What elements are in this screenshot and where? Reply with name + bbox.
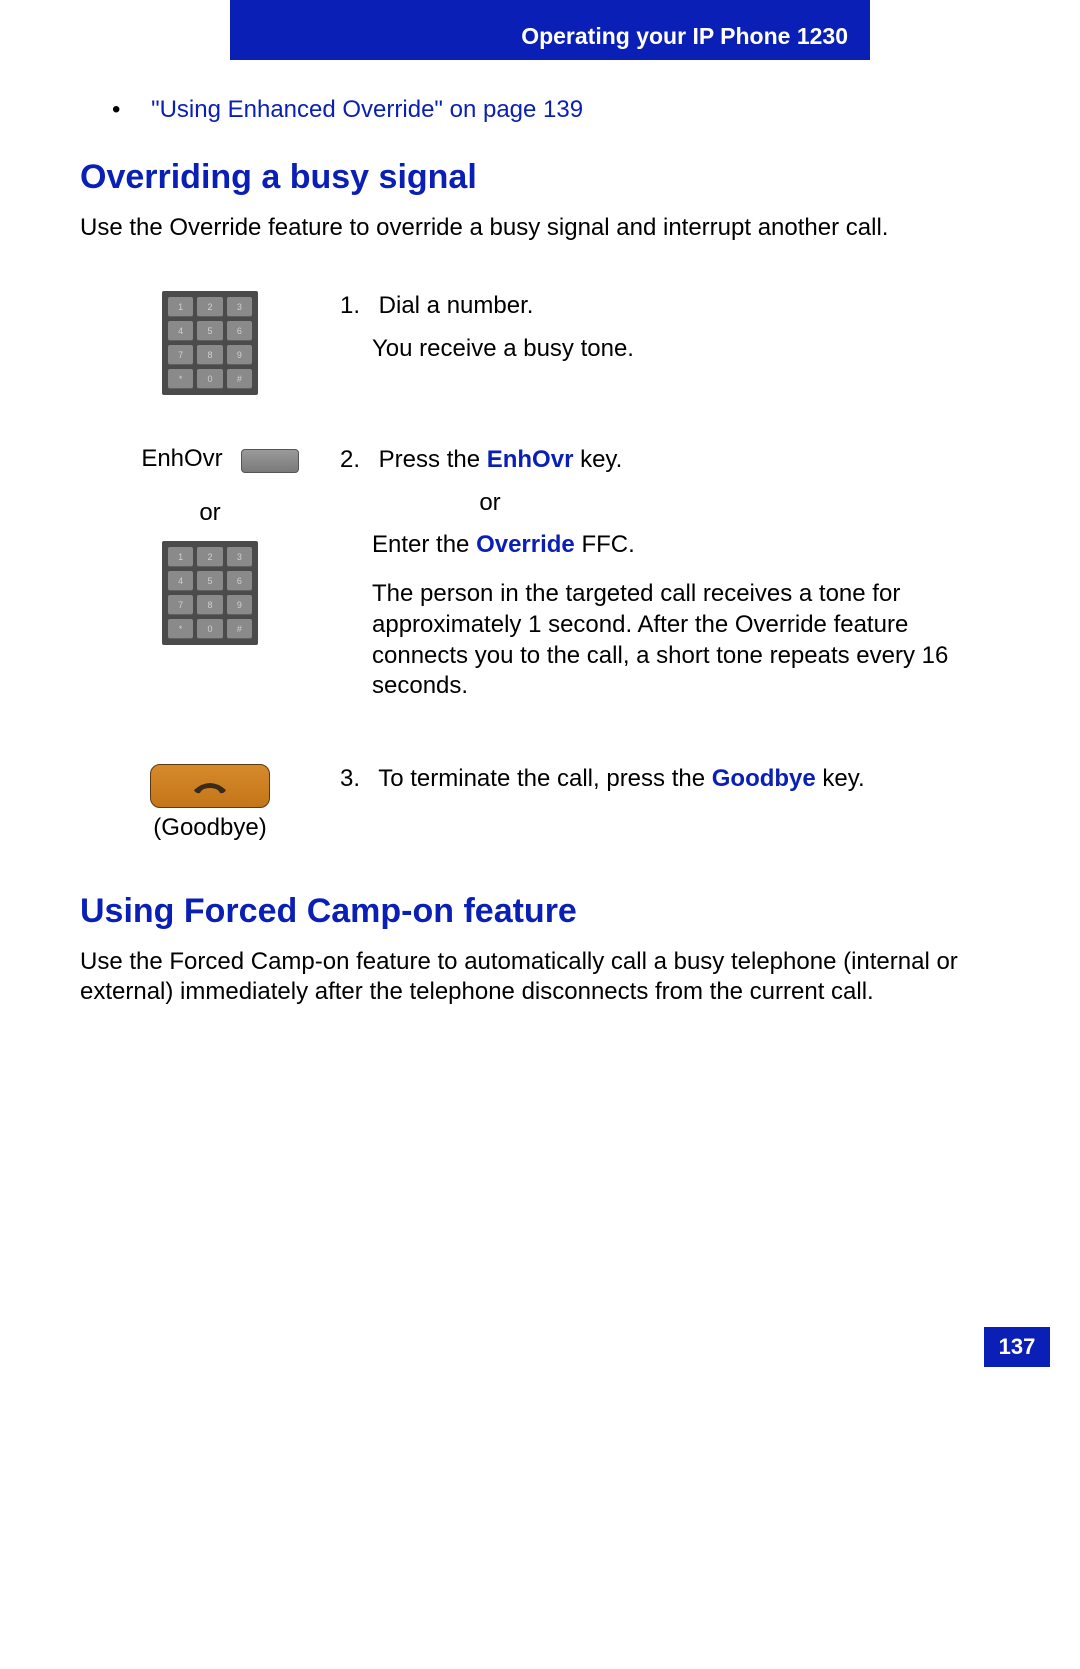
step1-line1: Dial a number.	[379, 292, 534, 319]
keypad-key: 2	[197, 547, 222, 567]
keypad-key: 4	[168, 321, 193, 341]
step2-line2-pre: Enter the	[372, 531, 476, 558]
or-label-right: or	[460, 488, 520, 519]
step1-graphic-col: 1 2 3 4 5 6 7 8 9 * 0 #	[80, 291, 340, 395]
section-heading-campon: Using Forced Camp-on feature	[80, 892, 1000, 931]
section-heading-override: Overriding a busy signal	[80, 158, 1000, 197]
step2-line2-post: FFC.	[575, 531, 635, 558]
keypad-key: 7	[168, 345, 193, 365]
bullet-link-line: • "Using Enhanced Override" on page 139	[112, 96, 1000, 124]
keypad-key: 7	[168, 595, 193, 615]
keypad-key: 6	[227, 321, 252, 341]
step2-graphic-col: EnhOvr or 1 2 3 4 5 6 7 8 9 * 0 #	[80, 445, 340, 645]
step3-number: 3.	[340, 764, 372, 795]
keypad-key: 2	[197, 297, 222, 317]
handset-icon	[190, 774, 230, 798]
step2-line1-pre: Press the	[379, 446, 487, 473]
step1-number: 1.	[340, 291, 372, 322]
section2-intro: Use the Forced Camp-on feature to automa…	[80, 947, 1000, 1007]
page-number: 137	[984, 1327, 1050, 1367]
step3-line-pre: To terminate the call, press the	[378, 765, 712, 792]
step3-text: 3. To terminate the call, press the Good…	[340, 764, 1000, 807]
step2-line1-post: key.	[573, 446, 622, 473]
bullet-dot: •	[112, 96, 120, 123]
keypad-key: 3	[227, 547, 252, 567]
step2-paragraph: The person in the targeted call receives…	[372, 580, 948, 699]
keypad-key: #	[227, 619, 252, 639]
keypad-key: 5	[197, 321, 222, 341]
keypad-key: *	[168, 619, 193, 639]
keypad-key: 5	[197, 571, 222, 591]
keypad-key: 8	[197, 345, 222, 365]
step3-key-goodbye: Goodbye	[712, 765, 816, 792]
step2-key-override: Override	[476, 531, 575, 558]
keypad-key: 4	[168, 571, 193, 591]
keypad-icon: 1 2 3 4 5 6 7 8 9 * 0 #	[162, 541, 258, 645]
or-label-left: or	[199, 499, 220, 527]
keypad-key: *	[168, 369, 193, 389]
cross-reference-link[interactable]: "Using Enhanced Override" on page 139	[151, 96, 583, 123]
keypad-key: 0	[197, 369, 222, 389]
step3-line-post: key.	[816, 765, 865, 792]
section-2: Using Forced Camp-on feature Use the For…	[80, 892, 1000, 1007]
enhovr-label: EnhOvr	[141, 445, 222, 473]
header-title: Operating your IP Phone 1230	[521, 23, 848, 50]
softkey-icon	[241, 449, 299, 473]
goodbye-button-icon	[150, 764, 270, 808]
goodbye-label: (Goodbye)	[153, 814, 266, 842]
step-1-row: 1 2 3 4 5 6 7 8 9 * 0 # 1. Dial a number…	[80, 291, 1000, 395]
step2-text: 2. Press the EnhOvr key. or Enter the Ov…	[340, 445, 1000, 714]
keypad-key: 1	[168, 547, 193, 567]
header-band: Operating your IP Phone 1230	[230, 0, 870, 60]
step-3-row: (Goodbye) 3. To terminate the call, pres…	[80, 764, 1000, 842]
step3-graphic-col: (Goodbye)	[80, 764, 340, 842]
step1-line2: You receive a busy tone.	[372, 335, 634, 362]
keypad-key: 1	[168, 297, 193, 317]
keypad-key: 9	[227, 595, 252, 615]
keypad-key: #	[227, 369, 252, 389]
enhovr-key-row: EnhOvr	[141, 445, 298, 477]
document-page: Operating your IP Phone 1230 • "Using En…	[0, 0, 1080, 1407]
step2-key-enhovr: EnhOvr	[487, 446, 574, 473]
step2-number: 2.	[340, 445, 372, 476]
keypad-icon: 1 2 3 4 5 6 7 8 9 * 0 #	[162, 291, 258, 395]
step1-text: 1. Dial a number. You receive a busy ton…	[340, 291, 1000, 376]
keypad-key: 9	[227, 345, 252, 365]
section1-intro: Use the Override feature to override a b…	[80, 213, 1000, 243]
step-2-row: EnhOvr or 1 2 3 4 5 6 7 8 9 * 0 # 2.	[80, 445, 1000, 714]
keypad-key: 8	[197, 595, 222, 615]
keypad-key: 6	[227, 571, 252, 591]
keypad-key: 3	[227, 297, 252, 317]
keypad-key: 0	[197, 619, 222, 639]
